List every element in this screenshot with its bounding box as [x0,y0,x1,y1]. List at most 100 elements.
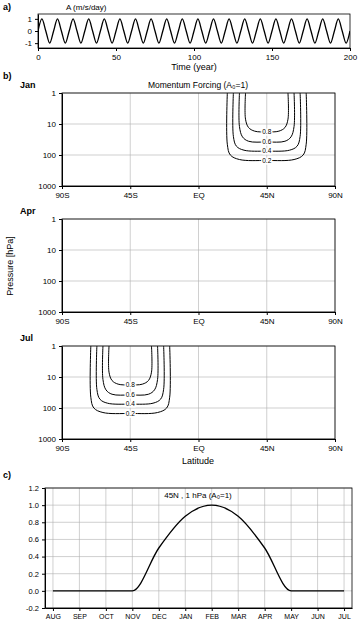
contour-label: 0.8 [126,381,135,388]
tick-label: 1 [52,215,57,224]
tick: 1 [52,215,62,224]
tick-label: 1000 [38,308,56,317]
tick: 100 [43,277,62,286]
tick-mark [62,312,63,315]
tick: 50 [112,48,121,62]
grid-line-y [45,505,352,506]
title: 45N , 1 hPa (A₀=1) [164,491,232,500]
tick-mark [59,186,62,187]
tick-mark [35,43,38,44]
grid-line-y [45,522,352,523]
tick: 10 [47,120,62,129]
tick: DEC [152,608,167,620]
tick-mark [59,377,62,378]
tick-label: 90N [328,317,343,326]
contour-line [227,93,307,161]
tick-mark [130,439,131,442]
tick-mark [272,48,273,51]
tick-mark [53,608,54,611]
tick-mark [42,608,45,609]
tick: 1.2 [29,484,45,493]
contour-label: 0.6 [126,391,135,398]
grid-line-x [130,219,131,312]
tick: 10 [47,373,62,382]
tick-mark [130,312,131,315]
tick-label: JAN [179,613,192,620]
tick-label: 0.6 [29,535,39,544]
tick-label: 45S [124,444,138,453]
tick-label: -0.2 [26,604,39,613]
tick: FEB [205,608,219,620]
tick-mark [42,557,45,558]
tick-label: 10 [47,120,56,129]
tick-mark [38,48,39,51]
tick-label: AUG [46,613,61,620]
plot-frame [62,219,335,312]
tick-label: 100 [43,277,57,286]
axis-line [62,220,63,313]
tick-label: 0 [36,53,41,62]
tick-label: EQ [193,317,205,326]
grid [45,488,352,608]
tick-label: 0.2 [29,570,39,579]
tick: 0.4 [29,552,45,561]
tick: 100 [43,151,62,160]
tick-mark [132,608,133,611]
figure: -101050100150200a)A (m/s/day)Time (year)… [0,0,360,638]
grid-line-x [130,93,131,186]
tick-label: 1.2 [29,484,39,493]
tick-label: 1000 [38,182,56,191]
axis-line [45,489,46,609]
tick-mark [59,439,62,440]
tick: EQ [193,439,205,453]
tick: 0 [36,48,41,62]
tick: 1 [52,89,62,98]
tick: MAY [284,608,299,620]
tick: 90N [328,312,343,326]
axis-line [38,15,39,49]
grid-line-x [198,346,199,439]
tick: 90N [328,439,343,453]
tick-label: 45S [124,317,138,326]
contour-line [245,93,288,132]
grid-line-x [238,488,239,608]
tick: 0.0 [29,587,45,596]
axis-line [62,347,63,440]
tick: 45N [260,186,275,200]
x-axis: AUGSEPOCTNOVDECJANFEBMARAPRMAYJUNJUL [46,608,353,620]
x-axis-title: Latitude [182,456,214,466]
contour-line [239,93,295,142]
contour-label: 0.4 [126,400,135,407]
tick: EQ [193,312,205,326]
tick: JUN [311,608,325,620]
tick-mark [185,608,186,611]
tick: 45S [124,186,138,200]
tick-label: 1 [52,342,57,351]
tick: 1 [52,342,62,351]
tick-mark [335,439,336,442]
tick: 0.8 [29,518,45,527]
x-axis: 90S45SEQ45N90N [55,439,343,453]
tick-mark [291,608,292,611]
panel: -101050100150200 [25,14,358,62]
tick-mark [62,439,63,442]
tick-label: 10 [47,373,56,382]
tick: -1 [25,39,38,48]
tick-mark [106,608,107,611]
panel-label: a) [3,2,11,12]
grid-line-x [105,488,106,608]
grid-line-x [198,219,199,312]
tick: 1.0 [29,501,45,510]
tick-label: 0.8 [29,518,39,527]
tick-mark [79,608,80,611]
tick-label: 50 [112,53,121,62]
tick-mark [194,48,195,51]
tick: 45S [124,312,138,326]
subtitle: Jan [20,80,36,90]
tick-mark [267,186,268,189]
tick-mark [59,346,62,347]
tick-label: 90S [55,317,69,326]
grid-line-x [317,488,318,608]
grid-line-y [45,573,352,574]
tick-label: 100 [43,404,57,413]
